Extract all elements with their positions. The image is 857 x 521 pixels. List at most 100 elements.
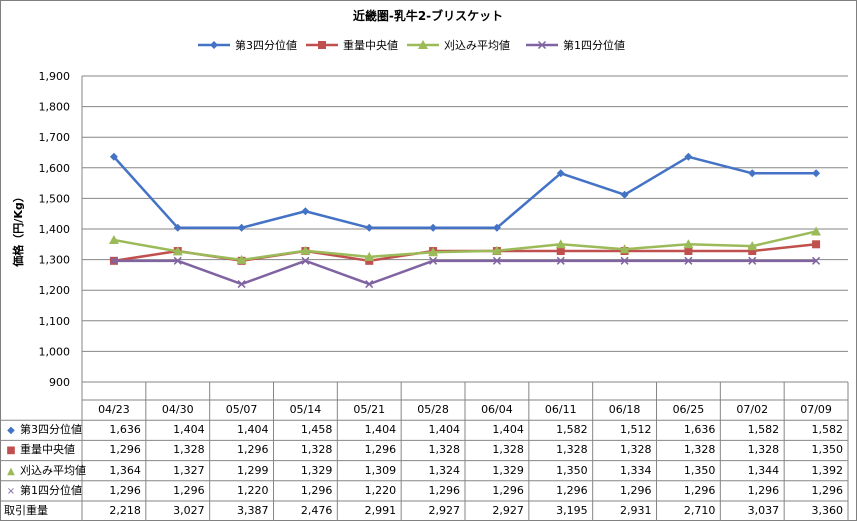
y-tick-label: 900 (49, 376, 70, 389)
table-cell: 2,991 (364, 504, 397, 517)
data-point (428, 247, 439, 257)
table-cell: 1,296 (109, 483, 141, 497)
table-cell: 1,636 (109, 423, 141, 437)
table-cell: 3,195 (556, 504, 588, 517)
table-cell: 1,392 (811, 463, 843, 477)
table-cell: 1,296 (109, 443, 141, 457)
y-tick-label: 1,800 (39, 101, 71, 114)
data-point (301, 256, 310, 265)
table-cell: 1,334 (619, 463, 652, 477)
table-cell: 2,927 (428, 504, 460, 517)
table-cell: 1,350 (683, 463, 716, 477)
table-cell: 1,512 (619, 423, 652, 437)
table-cell: 1,296 (300, 483, 333, 497)
table-cell: 1,329 (300, 463, 333, 477)
data-point (620, 190, 629, 199)
table-cell: 1,328 (619, 443, 652, 457)
data-point (108, 235, 119, 245)
table-cell: 2,927 (492, 504, 524, 517)
data-point (683, 239, 694, 249)
data-point (811, 226, 822, 236)
y-tick-label: 1,500 (39, 192, 71, 205)
y-tick-label: 1,000 (39, 345, 71, 358)
table-cell: 1,309 (364, 463, 397, 477)
data-point (812, 240, 821, 249)
series (108, 226, 822, 264)
x-tick-label: 04/30 (161, 403, 194, 416)
table-row-name: 第3四分位値 (20, 423, 82, 437)
series (109, 152, 821, 232)
data-point (684, 256, 693, 265)
table-row-label: × 第1四分位値 (4, 481, 82, 501)
y-tick-label: 1,400 (39, 223, 71, 236)
legend-label: 第3四分位値 (235, 38, 297, 52)
data-point (684, 152, 693, 161)
table-cell: 1,350 (556, 463, 588, 477)
table-cell: 2,218 (109, 504, 141, 517)
data-point (684, 247, 693, 256)
y-tick-label: 1,300 (39, 254, 71, 267)
table-cell: 1,299 (236, 463, 269, 477)
y-tick-label: 1,100 (39, 315, 71, 328)
x-tick-label: 06/25 (672, 403, 705, 416)
table-cell: 1,327 (173, 463, 205, 477)
table-cell: 1,324 (428, 463, 460, 477)
x-tick-label: 06/04 (481, 403, 513, 416)
legend-item: 第1四分位値 (526, 38, 625, 52)
table-row-name: 刈込み平均値 (20, 463, 86, 477)
table-cell: 1,296 (556, 483, 588, 497)
data-point (109, 152, 118, 161)
data-point (747, 241, 758, 251)
y-tick-label: 1,700 (39, 131, 71, 144)
x-tick-label: 05/07 (225, 403, 258, 416)
data-point (365, 280, 374, 289)
data-point (429, 223, 438, 232)
table-cell: 1,296 (428, 483, 460, 497)
table-cell: 1,636 (683, 423, 716, 437)
data-point (365, 223, 374, 232)
table-cell: 1,220 (364, 483, 397, 497)
data-point (172, 246, 183, 256)
table-cell: 1,329 (492, 463, 524, 477)
table-cell: 1,404 (236, 423, 269, 437)
data-point (812, 169, 821, 178)
series-line (113, 230, 817, 262)
table-cell: 1,296 (747, 483, 780, 497)
table-cell: 1,328 (492, 443, 524, 457)
table-cell: 3,387 (236, 504, 269, 517)
table-row-marker: ▲ (7, 465, 15, 477)
data-point (556, 169, 565, 178)
legend-label: 第1四分位値 (563, 38, 625, 52)
table-row-marker: ◆ (7, 425, 15, 437)
y-tick-label: 1,600 (39, 162, 71, 175)
table-cell: 1,344 (747, 463, 780, 477)
table-cell: 3,037 (747, 504, 780, 517)
data-point (237, 280, 246, 289)
data-point (619, 244, 630, 254)
table-cell: 1,582 (811, 423, 843, 437)
table-cell: 1,458 (300, 423, 333, 437)
table-cell: 1,296 (236, 443, 269, 457)
table-cell: 2,476 (300, 504, 333, 517)
table-row-label: 取引重量 (4, 504, 48, 517)
legend-marker (418, 40, 428, 49)
table-cell: 1,364 (109, 463, 141, 477)
x-tick-label: 05/14 (289, 403, 322, 416)
table-row-label: ◆ 第3四分位値 (4, 420, 82, 440)
y-tick-label: 1,900 (39, 70, 71, 83)
data-point (237, 223, 246, 232)
legend-item: 重量中央値 (306, 38, 398, 52)
table-cell: 1,328 (173, 443, 205, 457)
table-cell: 1,404 (492, 423, 524, 437)
data-point (173, 223, 182, 232)
table-cell: 1,328 (683, 443, 716, 457)
table-cell: 1,350 (811, 443, 843, 457)
x-tick-label: 04/23 (98, 403, 130, 416)
x-tick-label: 07/09 (800, 403, 832, 416)
table-cell: 1,296 (811, 483, 843, 497)
table-cell: 1,296 (364, 443, 397, 457)
table-cell: 1,328 (428, 443, 460, 457)
table-cell: 1,582 (556, 423, 588, 437)
data-table-grid (0, 382, 849, 521)
